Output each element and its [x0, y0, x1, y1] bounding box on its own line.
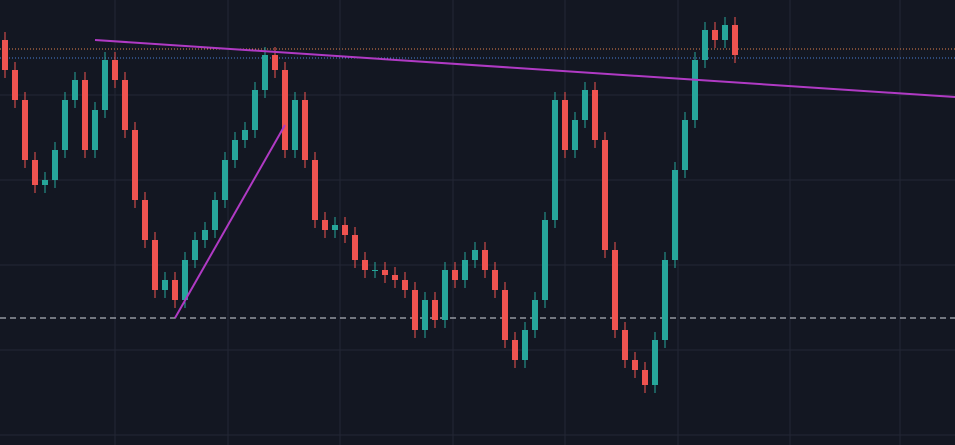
candle-body	[702, 30, 708, 60]
candle-body	[612, 250, 618, 330]
candle-body	[632, 360, 638, 370]
candle-body	[102, 60, 108, 110]
candle-body	[122, 80, 128, 130]
candle-body	[22, 100, 28, 160]
candle-body	[672, 170, 678, 260]
candle-body	[222, 160, 228, 200]
candle-body	[252, 90, 258, 130]
candle-body	[492, 270, 498, 290]
candle-body	[172, 280, 178, 300]
candle-body	[192, 240, 198, 260]
candle-body	[402, 280, 408, 290]
candle-body	[442, 270, 448, 320]
candle-body	[692, 60, 698, 120]
candle-body	[112, 60, 118, 80]
candle-body	[82, 80, 88, 150]
candle-body	[472, 250, 478, 260]
candle-body	[52, 150, 58, 180]
candle-body	[522, 330, 528, 360]
candle-body	[202, 230, 208, 240]
trend-line	[94, 39, 955, 98]
candle-body	[382, 270, 388, 275]
candle-body	[212, 200, 218, 230]
candle-body	[452, 270, 458, 280]
candle-body	[582, 90, 588, 120]
candle-body	[642, 370, 648, 385]
candle-body	[262, 55, 268, 90]
candle-body	[392, 275, 398, 280]
candle-body	[572, 120, 578, 150]
candle-body	[332, 225, 338, 230]
candle-body	[482, 250, 488, 270]
candle-body	[712, 30, 718, 40]
candle-body	[32, 160, 38, 185]
candle-body	[302, 100, 308, 160]
candle-body	[372, 270, 378, 271]
candle-body	[732, 25, 738, 55]
candle-body	[152, 240, 158, 290]
candle-body	[362, 260, 368, 270]
candle-body	[552, 100, 558, 220]
candle-body	[292, 100, 298, 150]
candle-body	[132, 130, 138, 200]
candle-body	[142, 200, 148, 240]
candle-body	[352, 235, 358, 260]
candle-body	[162, 280, 168, 290]
candle-body	[422, 300, 428, 330]
candle-body	[322, 220, 328, 230]
candle-body	[532, 300, 538, 330]
candle-body	[652, 340, 658, 385]
candle-body	[182, 260, 188, 300]
candle-body	[432, 300, 438, 320]
candle-body	[312, 160, 318, 220]
candle-body	[42, 180, 48, 185]
candle-body	[282, 70, 288, 150]
candle-body	[462, 260, 468, 280]
candle-body	[232, 140, 238, 160]
candle-body	[92, 110, 98, 150]
candle-body	[272, 55, 278, 70]
candle-body	[242, 130, 248, 140]
candle-body	[412, 290, 418, 330]
candle-body	[62, 100, 68, 150]
candle-body	[72, 80, 78, 100]
candle-body	[502, 290, 508, 340]
candle-body	[2, 40, 8, 70]
candle-body	[12, 70, 18, 100]
candle-body	[682, 120, 688, 170]
candle-body	[342, 225, 348, 235]
candle-body	[592, 90, 598, 140]
candle-body	[662, 260, 668, 340]
candle-body	[542, 220, 548, 300]
candle-body	[562, 100, 568, 150]
candle-body	[722, 25, 728, 40]
trend-line	[174, 124, 286, 319]
candle-body	[602, 140, 608, 250]
candle-body	[512, 340, 518, 360]
candle-body	[622, 330, 628, 360]
